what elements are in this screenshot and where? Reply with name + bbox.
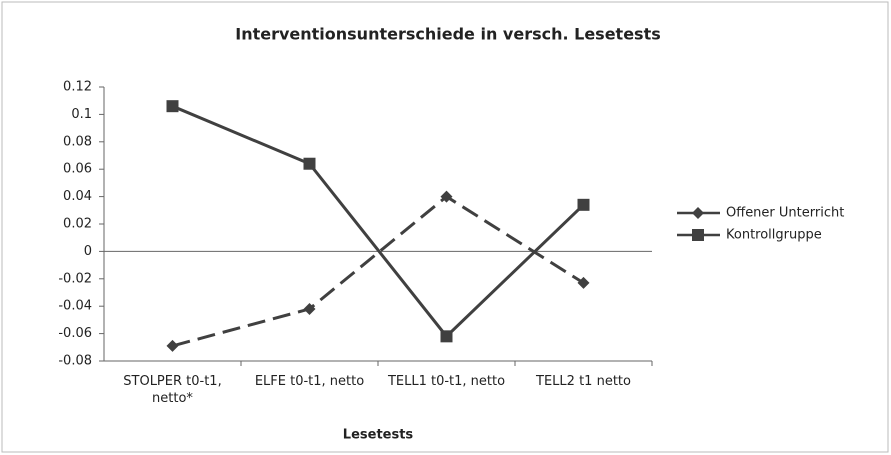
y-tick-label: 0 xyxy=(84,244,92,259)
marker xyxy=(303,302,316,315)
y-tick-label: 0.12 xyxy=(63,80,92,95)
legend-marker xyxy=(692,229,704,241)
y-tick-label: 0.04 xyxy=(63,189,92,204)
y-tick-label: 0.08 xyxy=(63,134,92,149)
x-axis-title: Lesetests xyxy=(343,428,414,443)
legend-label: Kontrollgruppe xyxy=(726,228,822,243)
legend-marker xyxy=(692,207,704,219)
x-tick-label: TELL2 t1 netto xyxy=(536,374,631,389)
marker xyxy=(440,330,453,343)
marker xyxy=(577,276,590,289)
chart-title: Interventionsunterschiede in versch. Les… xyxy=(235,25,661,44)
marker xyxy=(166,100,179,113)
x-tick-label: ELFE t0-t1, netto xyxy=(254,374,365,389)
series-line xyxy=(171,104,585,339)
legend-label: Offener Unterricht xyxy=(726,206,844,221)
y-tick-label: -0.06 xyxy=(58,326,92,341)
marker xyxy=(440,190,453,203)
y-tick-label: -0.08 xyxy=(58,354,92,369)
y-tick-label: -0.04 xyxy=(58,299,92,314)
marker xyxy=(303,157,316,170)
y-tick-label: -0.02 xyxy=(58,271,92,286)
marker xyxy=(166,339,179,352)
y-tick-label: 0.02 xyxy=(63,217,92,232)
x-tick-label: STOLPER t0-t1, netto* xyxy=(123,374,222,406)
y-tick-label: 0.06 xyxy=(63,162,92,177)
marker xyxy=(577,198,590,211)
x-tick-label: TELL1 t0-t1, netto xyxy=(387,374,506,389)
series-line xyxy=(172,194,585,348)
y-tick-label: 0.1 xyxy=(71,107,92,122)
